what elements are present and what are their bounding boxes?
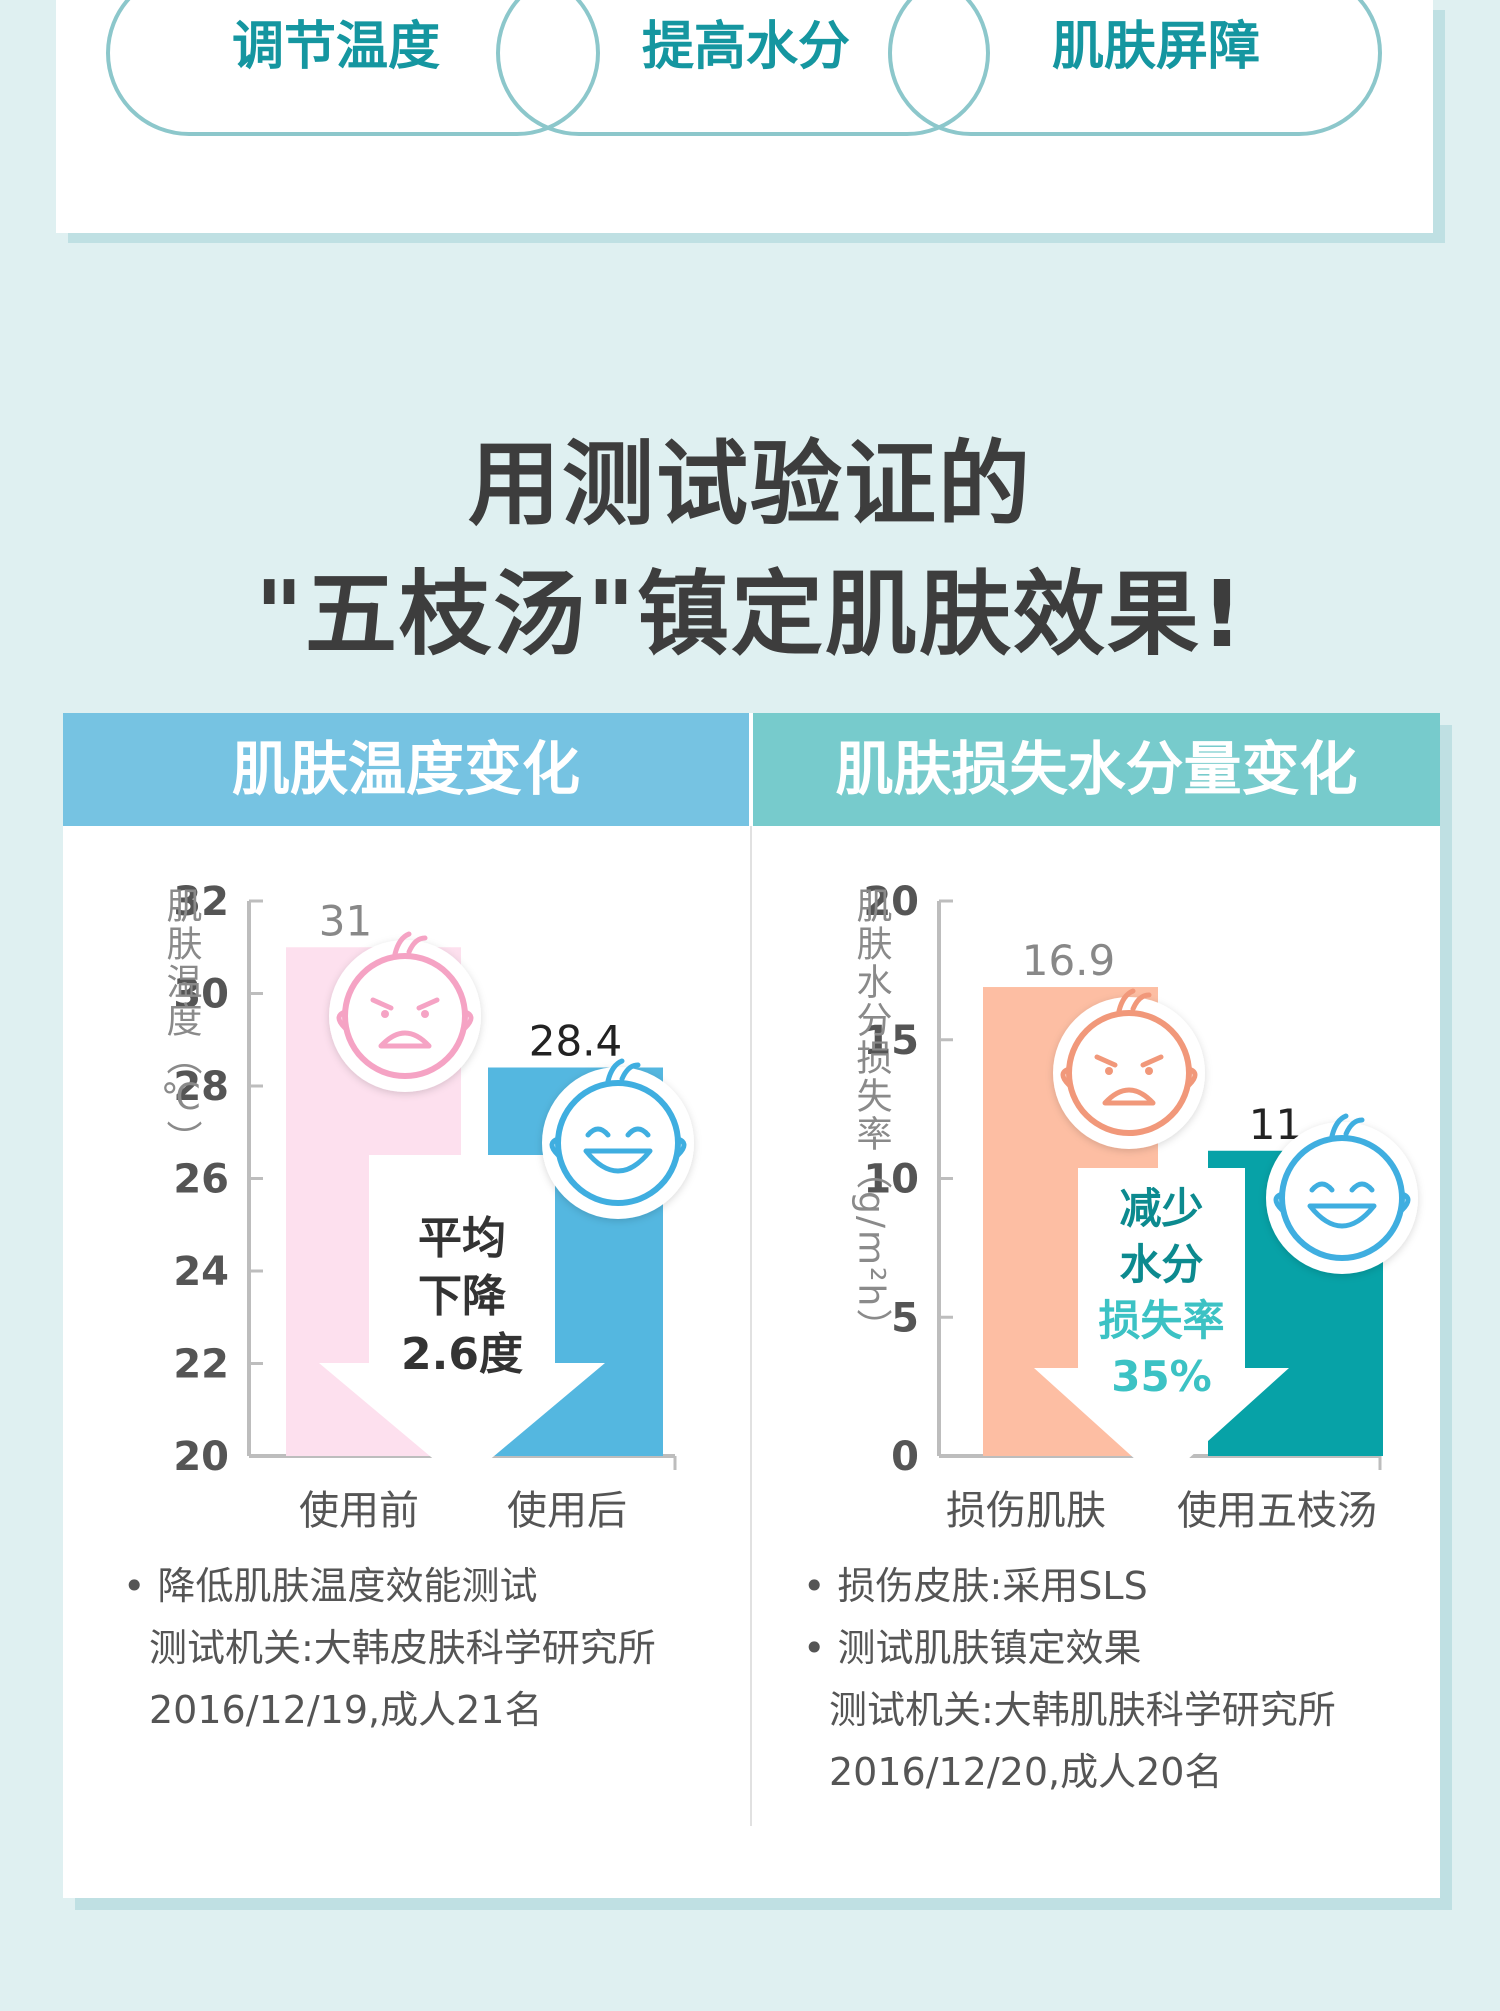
temp-chart-category-label-1: 使用后 <box>507 1488 627 1534</box>
temp-chart-y-tick-label-1: 22 <box>173 1342 229 1388</box>
moisture-chart-value-label-0: 16.9 <box>1022 936 1116 985</box>
temp-chart-happy-baby-icon-head <box>555 1080 681 1206</box>
moisture-chart-y-tick-label-1: 5 <box>891 1295 919 1341</box>
moisture-chart-happy-baby-icon-eyes <box>1309 1181 1375 1193</box>
panel-divider <box>750 826 752 1826</box>
temp-chart-annotation-1: 下降 <box>418 1271 506 1322</box>
temp-chart-ylabel: 肌肤温度（℃） <box>161 887 203 1158</box>
moisture-chart-category-label-0: 损伤肌肤 <box>946 1488 1106 1534</box>
moisture-chart-happy-baby-icon <box>1266 1113 1418 1274</box>
note-right-3: 2016/12/20,成人20名 <box>829 1750 1223 1794</box>
headline-line2: "五枝汤"镇定肌肤效果! <box>255 561 1245 668</box>
moisture-chart-happy-baby-icon-hair <box>1329 1113 1365 1139</box>
moisture-chart-crying-baby-icon-brows <box>1094 1054 1164 1068</box>
moisture-chart-annotation-1: 水分 <box>1119 1240 1203 1289</box>
note-left-0-text: 降低肌肤温度效能测试 <box>157 1564 538 1608</box>
moisture-chart-y-tick-label-3: 15 <box>863 1018 919 1064</box>
moisture-chart-crying-baby-icon-eye-l <box>1105 1067 1113 1075</box>
moisture-chart-arrow <box>1034 1168 1289 1483</box>
note-right-0: • 损伤皮肤:采用SLS <box>803 1564 1148 1608</box>
moisture-chart-crying-baby-icon-mouth <box>1102 1087 1156 1106</box>
moisture-chart-crying-baby-icon <box>1053 988 1205 1149</box>
temp-chart-y-tick-label-3: 26 <box>173 1157 229 1203</box>
benefits-card: 调节温度 提高水分 肌肤屏障 <box>56 0 1433 233</box>
temp-chart-happy-baby-icon-ears <box>549 1136 687 1158</box>
temp-chart-value-label-1: 28.4 <box>529 1017 623 1066</box>
note-left-0: • 降低肌肤温度效能测试 <box>123 1564 538 1608</box>
temp-chart-crying-baby-icon <box>329 931 481 1092</box>
temp-chart-happy-baby-icon-eyes <box>585 1126 651 1138</box>
headline-line1: 用测试验证的 <box>467 431 1032 538</box>
moisture-chart-happy-baby-icon-bg <box>1266 1122 1418 1274</box>
moisture-chart-annotation-2: 损失率 <box>1098 1296 1224 1345</box>
benefit-pill-barrier <box>888 0 1382 136</box>
benefit-label-temperature: 调节温度 <box>231 17 440 77</box>
moisture-chart-y-tick-label-0: 0 <box>891 1434 919 1480</box>
temp-chart-happy-baby-icon <box>542 1058 694 1219</box>
moisture-chart-crying-baby-icon-bg <box>1053 997 1205 1149</box>
temp-chart-y-tick-label-5: 30 <box>173 972 229 1018</box>
temp-chart-crying-baby-icon-brows <box>370 997 440 1011</box>
temp-chart-value-label-0: 31 <box>319 896 372 945</box>
temp-chart-crying-baby-icon-bg <box>329 940 481 1092</box>
benefit-pill-temperature <box>106 0 600 136</box>
note-right-0-text: 损伤皮肤:采用SLS <box>837 1564 1148 1608</box>
temp-chart-annotation-0: 平均 <box>418 1213 506 1264</box>
chart-title-temperature: 肌肤温度变化 <box>63 713 749 826</box>
temp-chart-annotation-2: 2.6度 <box>401 1329 523 1380</box>
note-right-1-text: 测试肌肤镇定效果 <box>837 1626 1142 1670</box>
temp-chart-crying-baby-icon-hair <box>392 931 428 957</box>
moisture-chart-y-tick-label-4: 20 <box>863 879 919 925</box>
moisture-chart-annotation-3: 35% <box>1111 1352 1212 1401</box>
charts-card: 肌肤温度变化 肌肤损失水分量变化 20 22 24 26 28 30 32 肌肤温度（℃） 31… <box>63 713 1440 1898</box>
moisture-chart-crying-baby-icon-eye-r <box>1145 1067 1153 1075</box>
chart-title-moisture: 肌肤损失水分量变化 <box>753 713 1440 826</box>
temp-chart-happy-baby-icon-bg <box>542 1067 694 1219</box>
temp-chart-y-tick-label-0: 20 <box>173 1434 229 1480</box>
moisture-chart-crying-baby-icon-hair <box>1116 988 1152 1014</box>
temp-chart-y-tick-label-2: 24 <box>173 1249 229 1295</box>
moisture-chart-happy-baby-icon-ears <box>1273 1191 1411 1213</box>
temp-chart-crying-baby-icon-eye-l <box>381 1010 389 1018</box>
moisture-chart-annotation-0: 减少 <box>1119 1184 1203 1233</box>
temp-chart-category-label-0: 使用前 <box>299 1488 419 1534</box>
benefit-label-barrier: 肌肤屏障 <box>1051 17 1260 77</box>
temp-chart-y-tick-label-6: 32 <box>173 879 229 925</box>
moisture-chart-category-label-1: 使用五枝汤 <box>1177 1488 1377 1534</box>
temp-chart-crying-baby-icon-eye-r <box>421 1010 429 1018</box>
note-right-2: 测试机关:大韩肌肤科学研究所 <box>829 1688 1336 1732</box>
temp-chart-happy-baby-icon-mouth <box>583 1148 653 1174</box>
temp-chart-y-tick-label-4: 28 <box>173 1064 229 1110</box>
temp-chart-crying-baby-icon-mouth <box>378 1030 432 1049</box>
note-left-1: 测试机关:大韩皮肤科学研究所 <box>149 1626 656 1670</box>
moisture-chart-y-tick-label-2: 10 <box>863 1157 919 1203</box>
moisture-chart-crying-baby-icon-ears <box>1060 1066 1198 1088</box>
note-right-1: • 测试肌肤镇定效果 <box>803 1626 1142 1670</box>
moisture-chart-ylabel: 肌肤水分损失率（g/m²h） <box>851 887 893 1346</box>
moisture-chart-crying-baby-icon-head <box>1066 1010 1192 1136</box>
benefit-pill-moisture <box>496 0 990 136</box>
temp-chart-arrow <box>319 1155 605 1483</box>
temp-chart-crying-baby-icon-ears <box>336 1009 474 1031</box>
temp-chart-crying-baby-icon-head <box>342 953 468 1079</box>
moisture-chart-happy-baby-icon-mouth <box>1307 1203 1377 1229</box>
moisture-chart-happy-baby-icon-head <box>1279 1135 1405 1261</box>
note-left-2: 2016/12/19,成人21名 <box>149 1688 543 1732</box>
temp-chart-happy-baby-icon-hair <box>605 1058 641 1084</box>
benefit-label-moisture: 提高水分 <box>641 17 850 77</box>
